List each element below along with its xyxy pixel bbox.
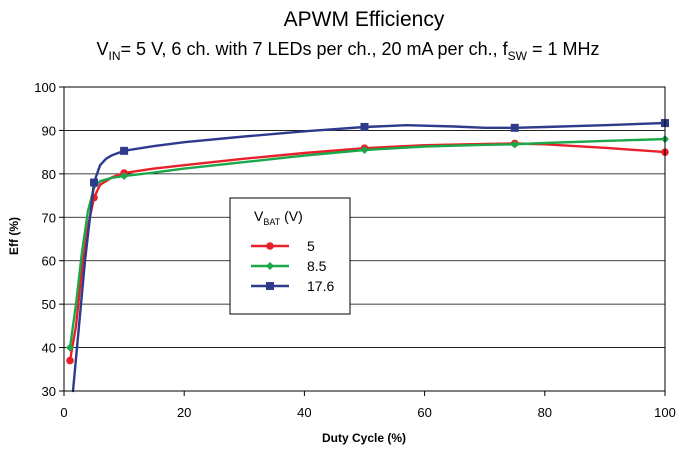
data-point-5-0 xyxy=(66,356,74,365)
y-tick-label-80: 80 xyxy=(42,167,56,182)
x-tick-label-20: 20 xyxy=(177,405,191,420)
legend-label: 17.6 xyxy=(307,278,334,294)
y-tick-label-100: 100 xyxy=(34,80,56,95)
x-axis-label: Duty Cycle (%) xyxy=(322,431,406,445)
series-layer xyxy=(66,119,669,393)
data-point-8-5-2 xyxy=(120,172,129,181)
legend-items: 5 8.5 17.6 xyxy=(251,238,334,294)
y-tick-label-70: 70 xyxy=(42,210,56,225)
legend: VBAT (V) 5 8.5 17.6 xyxy=(229,197,351,315)
legend-swatch-marker xyxy=(266,282,274,290)
gridlines xyxy=(64,130,665,348)
y-tick-label-50: 50 xyxy=(42,297,56,312)
x-tick-label-0: 0 xyxy=(60,405,67,420)
legend-swatch-marker xyxy=(266,242,274,250)
subtitle-v: V xyxy=(97,39,109,59)
y-tick-label-40: 40 xyxy=(42,341,56,356)
legend-swatch-marker xyxy=(266,262,274,270)
legend-label: 8.5 xyxy=(307,258,327,274)
legend-item-8-5: 8.5 xyxy=(251,258,327,274)
data-point-8-5-0 xyxy=(66,343,75,352)
data-point-17-6-2 xyxy=(120,146,129,155)
data-point-8-5-3 xyxy=(360,145,369,154)
legend-title: VBAT (V) xyxy=(254,208,303,227)
series-17-6 xyxy=(71,119,669,393)
legend-title-sub: BAT xyxy=(263,217,280,227)
data-point-17-6-1 xyxy=(90,178,99,187)
legend-item-17-6: 17.6 xyxy=(251,278,334,294)
subtitle-end: = 1 MHz xyxy=(527,39,600,59)
y-axis-label: Eff (%) xyxy=(7,217,21,255)
series-line-5 xyxy=(68,142,667,362)
data-point-8-5-4 xyxy=(510,140,519,149)
subtitle-v-sub: IN xyxy=(109,49,121,63)
subtitle-f-sub: SW xyxy=(508,49,528,63)
x-tick-label-80: 80 xyxy=(538,405,552,420)
x-tick-label-60: 60 xyxy=(417,405,431,420)
legend-title-v: V xyxy=(254,208,264,224)
plot-frame xyxy=(63,86,666,392)
chart-subtitle: VIN= 5 V, 6 ch. with 7 LEDs per ch., 20 … xyxy=(97,39,600,63)
data-point-17-6-3 xyxy=(360,122,369,131)
legend-item-5: 5 xyxy=(251,238,315,254)
legend-label: 5 xyxy=(307,238,315,254)
subtitle-middle: = 5 V, 6 ch. with 7 LEDs per ch., 20 mA … xyxy=(121,39,509,59)
series-line-17-6 xyxy=(71,121,667,393)
y-tick-label-60: 60 xyxy=(42,254,56,269)
legend-box xyxy=(229,197,351,315)
y-tick-label-90: 90 xyxy=(42,123,56,138)
chart-title: APWM Efficiency xyxy=(284,8,445,31)
y-tick-label-30: 30 xyxy=(42,384,56,399)
x-tick-label-40: 40 xyxy=(297,405,311,420)
x-tick-label-100: 100 xyxy=(654,405,676,420)
series-line-8-5 xyxy=(68,137,667,349)
legend-title-unit: (V) xyxy=(280,208,303,224)
data-point-17-6-4 xyxy=(510,123,519,132)
axis-ticks: 30 40 50 60 70 80 90 100 0 20 40 60 80 100 xyxy=(34,80,676,420)
